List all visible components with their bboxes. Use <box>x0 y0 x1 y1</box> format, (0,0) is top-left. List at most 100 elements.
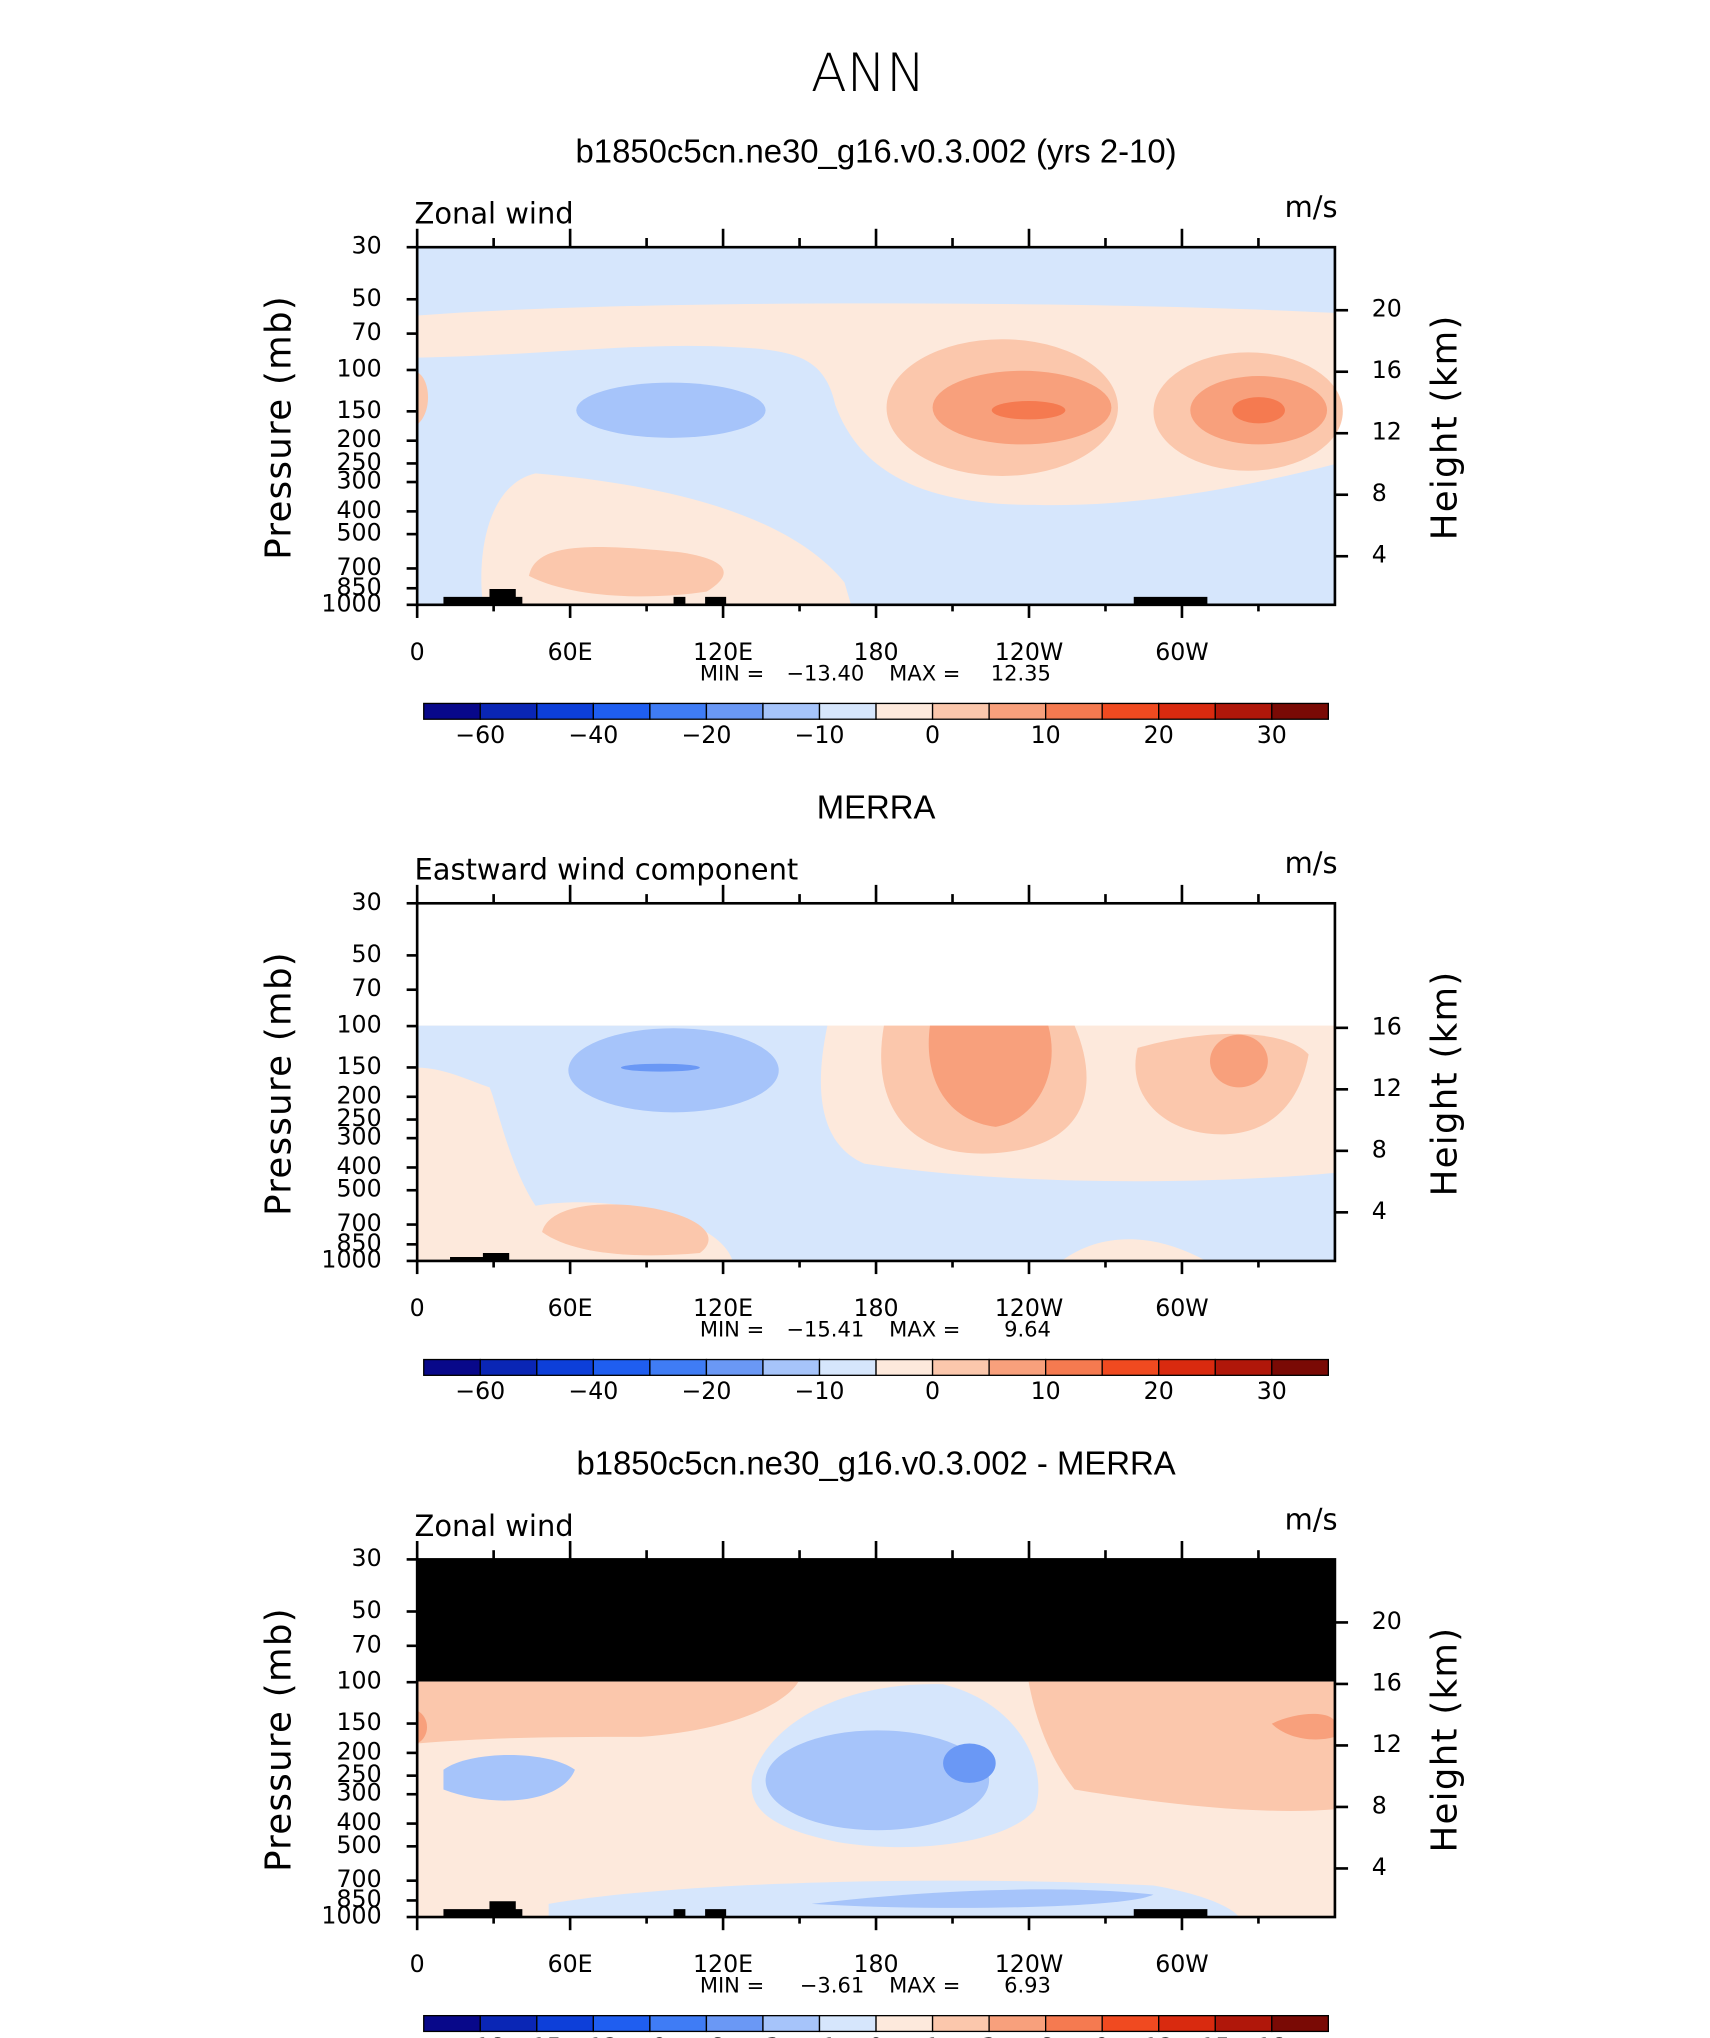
colorbar-box <box>1158 702 1216 720</box>
y-tick-label: 400 <box>337 496 382 524</box>
colorbar-label: −18 <box>455 2033 505 2038</box>
panel-title: b1850c5cn.ne30_g16.v0.3.002 - MERRA <box>576 1445 1175 1482</box>
y-tick-label: 200 <box>337 425 382 453</box>
y-tick-label: 1000 <box>321 1902 381 1930</box>
y2-axis-label: Height (km) <box>1425 314 1466 540</box>
colorbar-label: 20 <box>1144 721 1174 749</box>
colorbar-label: −15 <box>512 2033 562 2038</box>
y-tick-label: 250 <box>337 1104 382 1132</box>
colorbar-label: −20 <box>681 1377 731 1405</box>
y-tick-label: 500 <box>337 519 382 547</box>
colorbar-box <box>1271 1358 1329 1376</box>
colorbar-box <box>1158 1358 1216 1376</box>
colorbar-box <box>988 1358 1047 1376</box>
colorbar-box <box>423 702 481 720</box>
colorbar-box <box>536 702 595 720</box>
max-label: MAX = <box>889 1317 960 1342</box>
colorbar-box <box>592 702 651 720</box>
colorbar-box <box>931 702 990 720</box>
colorbar-box <box>1214 702 1273 720</box>
colorbar-box <box>875 702 934 720</box>
panel-title: MERRA <box>817 789 936 826</box>
colorbar-box <box>1044 2014 1103 2033</box>
colorbar-label: −3 <box>746 2033 781 2038</box>
y2-tick-label: 12 <box>1372 1074 1402 1102</box>
y-tick-label: 300 <box>337 467 382 495</box>
colorbar-label: 10 <box>1031 721 1061 749</box>
max-label: MAX = <box>889 1973 960 1998</box>
max-value: 9.64 <box>1004 1317 1051 1342</box>
contour-field <box>417 247 1343 605</box>
colorbar-box <box>1101 1358 1160 1376</box>
colorbar-label: 0 <box>925 721 940 749</box>
colorbar-label: 12 <box>1144 2033 1174 2038</box>
colorbar-box <box>479 1358 538 1376</box>
min-label: MIN = <box>700 1973 764 1998</box>
x-tick-label: 60E <box>548 638 593 666</box>
y-tick-label: 250 <box>337 1760 382 1788</box>
y-tick-label: 1000 <box>321 1245 381 1273</box>
y-tick-label: 700 <box>337 553 382 581</box>
contour-field <box>417 1025 1335 1261</box>
min-value: −13.40 <box>786 661 864 686</box>
colorbar-box <box>1044 1358 1103 1376</box>
colorbar-box <box>479 702 538 720</box>
x-tick-label: 60W <box>1155 638 1209 666</box>
y-tick-label: 400 <box>337 1808 382 1836</box>
y2-tick-label: 4 <box>1372 1197 1387 1225</box>
y2-tick-label: 16 <box>1372 356 1402 384</box>
colorbar-label: −40 <box>568 721 618 749</box>
colorbar-box <box>931 1358 990 1376</box>
y2-tick-label: 12 <box>1372 418 1402 446</box>
x-tick-label: 120W <box>995 1294 1064 1322</box>
x-tick-label: 120W <box>995 1950 1064 1978</box>
x-tick-label: 60E <box>548 1950 593 1978</box>
colorbar-box <box>649 2014 708 2033</box>
right-label: m/s <box>1285 190 1338 224</box>
colorbar-label: 9 <box>1095 2033 1110 2038</box>
colorbar-box <box>931 2014 990 2033</box>
x-tick-label: 0 <box>410 1950 425 1978</box>
y-axis-label: Pressure (mb) <box>258 1607 299 1872</box>
y-tick-label: 300 <box>337 1123 382 1151</box>
colorbar-label: −60 <box>455 721 505 749</box>
colorbar-box <box>705 2014 764 2033</box>
y-tick-label: 30 <box>352 1544 382 1572</box>
colorbar-label: 10 <box>1031 1377 1061 1405</box>
figure-title: ANN <box>811 43 926 104</box>
colorbar-label: −60 <box>455 1377 505 1405</box>
colorbar-box <box>1214 2014 1273 2033</box>
colorbar-box <box>762 2014 821 2033</box>
max-value: 12.35 <box>991 661 1051 686</box>
y2-tick-label: 4 <box>1372 1853 1387 1881</box>
colorbar-box <box>649 702 708 720</box>
y2-tick-label: 16 <box>1372 1012 1402 1040</box>
y-tick-label: 70 <box>352 974 382 1002</box>
y-tick-label: 250 <box>337 448 382 476</box>
y-tick-label: 400 <box>337 1152 382 1180</box>
y-tick-label: 150 <box>337 396 382 424</box>
y-tick-label: 200 <box>337 1081 382 1109</box>
colorbar-box <box>649 1358 708 1376</box>
y-tick-label: 700 <box>337 1209 382 1237</box>
y-tick-label: 1000 <box>321 589 381 617</box>
y-tick-label: 100 <box>337 1011 382 1039</box>
colorbar-box <box>988 2014 1047 2033</box>
min-value: −3.61 <box>800 1973 864 1998</box>
colorbar-box <box>875 1358 934 1376</box>
colorbar-box <box>1158 2014 1216 2033</box>
colorbar-label: −12 <box>568 2033 618 2038</box>
colorbar-box <box>988 702 1047 720</box>
y-tick-label: 100 <box>337 354 382 382</box>
y-tick-label: 500 <box>337 1831 382 1859</box>
x-tick-label: 120E <box>693 638 753 666</box>
y-tick-label: 850 <box>337 573 382 601</box>
colorbar-box <box>705 702 764 720</box>
x-tick-label: 180 <box>853 1294 898 1322</box>
x-tick-label: 60W <box>1155 1294 1209 1322</box>
x-tick-label: 60E <box>548 1294 593 1322</box>
y2-tick-label: 8 <box>1372 479 1387 507</box>
colorbar-box <box>536 1358 595 1376</box>
colorbar-label: 0 <box>869 2033 884 2038</box>
colorbar-label: 3 <box>982 2033 997 2038</box>
